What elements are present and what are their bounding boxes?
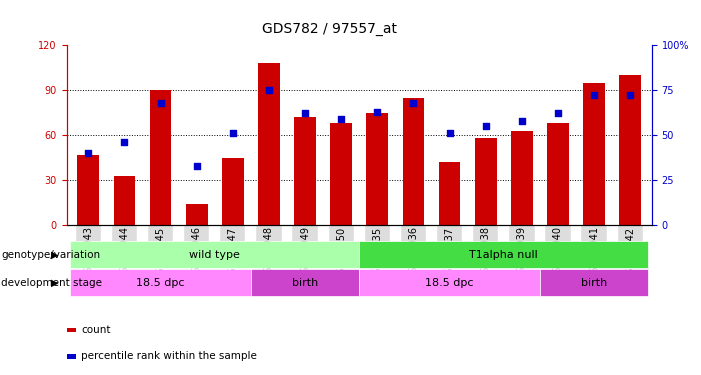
Point <box>444 130 455 136</box>
Bar <box>222 158 244 225</box>
Text: percentile rank within the sample: percentile rank within the sample <box>81 351 257 361</box>
Bar <box>294 117 316 225</box>
Bar <box>511 130 533 225</box>
Point <box>155 100 166 106</box>
Point <box>625 92 636 98</box>
Point <box>336 116 347 122</box>
Bar <box>439 162 461 225</box>
Point <box>83 150 94 156</box>
Bar <box>475 138 496 225</box>
Text: genotype/variation: genotype/variation <box>1 250 100 259</box>
Bar <box>114 176 135 225</box>
Point <box>589 92 600 98</box>
Bar <box>77 154 99 225</box>
Point <box>227 130 238 136</box>
Bar <box>583 82 605 225</box>
Bar <box>258 63 280 225</box>
Text: birth: birth <box>581 278 607 288</box>
Point <box>480 123 491 129</box>
Bar <box>402 98 424 225</box>
Bar <box>620 75 641 225</box>
Point <box>408 100 419 106</box>
Text: development stage: development stage <box>1 278 102 288</box>
Point <box>264 87 275 93</box>
Text: T1alpha null: T1alpha null <box>470 250 538 259</box>
Bar <box>547 123 569 225</box>
Point <box>552 110 564 116</box>
Point <box>516 118 527 124</box>
Bar <box>150 90 171 225</box>
Text: count: count <box>81 325 111 335</box>
Bar <box>330 123 352 225</box>
Text: GDS782 / 97557_at: GDS782 / 97557_at <box>262 22 397 36</box>
Text: ▶: ▶ <box>50 278 58 288</box>
Point <box>372 109 383 115</box>
Bar <box>186 204 207 225</box>
Bar <box>367 112 388 225</box>
Point <box>299 110 311 116</box>
Text: birth: birth <box>292 278 318 288</box>
Text: 18.5 dpc: 18.5 dpc <box>136 278 185 288</box>
Text: wild type: wild type <box>189 250 240 259</box>
Text: ▶: ▶ <box>50 250 58 259</box>
Text: 18.5 dpc: 18.5 dpc <box>426 278 474 288</box>
Point <box>118 139 130 145</box>
Point <box>191 163 203 169</box>
